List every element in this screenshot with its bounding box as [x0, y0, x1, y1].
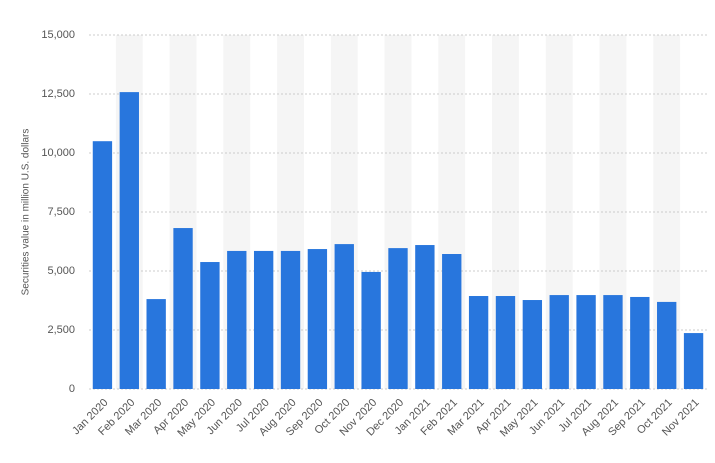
bar: [200, 262, 220, 389]
bar: [173, 228, 193, 389]
bar: [657, 301, 677, 389]
y-tick-label: 10,000: [41, 147, 75, 159]
bar: [630, 296, 650, 389]
y-axis-label: Securities value in million U.S. dollars: [21, 129, 32, 296]
bar: [253, 250, 274, 389]
y-tick-label: 0: [69, 383, 75, 395]
bar: [468, 296, 489, 389]
y-tick-label: 15,000: [41, 29, 75, 41]
bar: [603, 295, 623, 389]
bar: [146, 299, 166, 389]
bar: [522, 300, 543, 389]
bar: [92, 141, 113, 389]
bar: [119, 92, 139, 389]
y-tick-label: 5,000: [47, 265, 75, 277]
bar: [334, 244, 354, 389]
y-tick-label: 2,500: [47, 324, 75, 336]
bar: [549, 295, 569, 389]
bar: [280, 250, 301, 389]
bar: [227, 250, 247, 389]
bar: [307, 249, 328, 389]
y-tick-label: 12,500: [41, 88, 75, 100]
bar: [442, 254, 462, 389]
bar: [361, 271, 381, 389]
bar: [495, 296, 516, 389]
y-tick-label: 7,500: [47, 206, 75, 218]
bar: [576, 295, 596, 389]
bar: [683, 333, 704, 389]
bar: [388, 248, 408, 389]
bar: [415, 245, 435, 389]
